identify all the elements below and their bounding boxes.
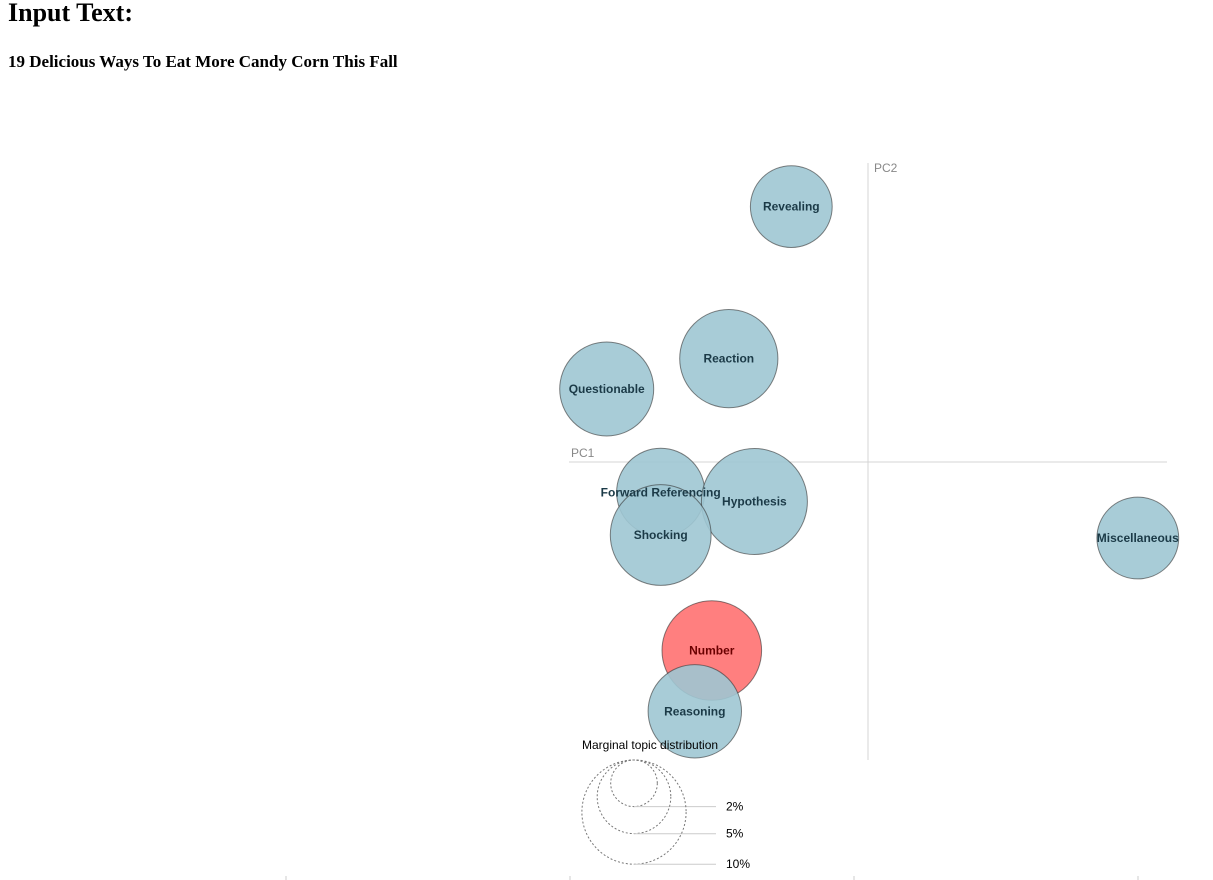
- legend-circle: [596, 759, 672, 835]
- topic-bubble-hypothesis[interactable]: [700, 448, 808, 555]
- topic-bubble-miscellaneous[interactable]: [1096, 496, 1180, 580]
- topic-label: Reasoning: [664, 704, 725, 718]
- topic-bubble-reaction[interactable]: [679, 309, 779, 409]
- topic-label: Questionable: [569, 382, 645, 396]
- input-text: 19 Delicious Ways To Eat More Candy Corn…: [8, 52, 398, 71]
- bubble-layer: Revealing Reaction Questionable Forward Ref…: [559, 165, 1180, 759]
- page-heading: Input Text:: [8, 0, 133, 27]
- topic-bubble-reasoning[interactable]: [647, 664, 742, 759]
- legend-label: 2%: [726, 800, 744, 814]
- topic-label: Revealing: [763, 200, 820, 214]
- topic-label: Shocking: [634, 528, 688, 542]
- legend-circle: [581, 759, 687, 865]
- topic-label: Forward Referencing: [601, 485, 721, 499]
- topic-bubble-questionable[interactable]: [559, 341, 655, 437]
- topic-label: Miscellaneous: [1097, 531, 1179, 545]
- y-axis-label: PC2: [874, 161, 898, 175]
- legend-circle: [610, 759, 658, 808]
- bottom-ticks: [285, 876, 1139, 880]
- topic-label: Reaction: [703, 352, 754, 366]
- legend-label: 10%: [726, 857, 750, 871]
- x-axis-label: PC1: [571, 446, 595, 460]
- topic-bubble-shocking[interactable]: [609, 484, 712, 586]
- legend-title: Marginal topic distribution: [582, 738, 718, 752]
- legend-label: 5%: [726, 827, 744, 841]
- topic-label: Number: [689, 644, 735, 658]
- marginal-distribution-legend: Marginal topic distribution 2% 5% 10%: [581, 738, 750, 871]
- topic-bubble-revealing[interactable]: [749, 165, 833, 249]
- topic-label: Hypothesis: [722, 495, 787, 509]
